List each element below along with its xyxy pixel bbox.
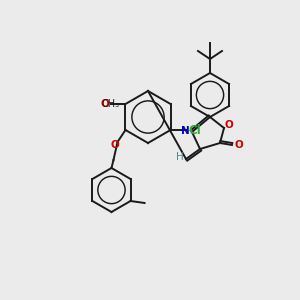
Text: N: N [181, 126, 189, 136]
Text: Cl: Cl [188, 124, 201, 136]
Text: CH₃: CH₃ [101, 99, 120, 109]
Text: O: O [225, 120, 233, 130]
Text: O: O [101, 99, 110, 109]
Text: O: O [235, 140, 243, 150]
Text: H: H [176, 152, 184, 162]
Text: O: O [110, 140, 119, 150]
